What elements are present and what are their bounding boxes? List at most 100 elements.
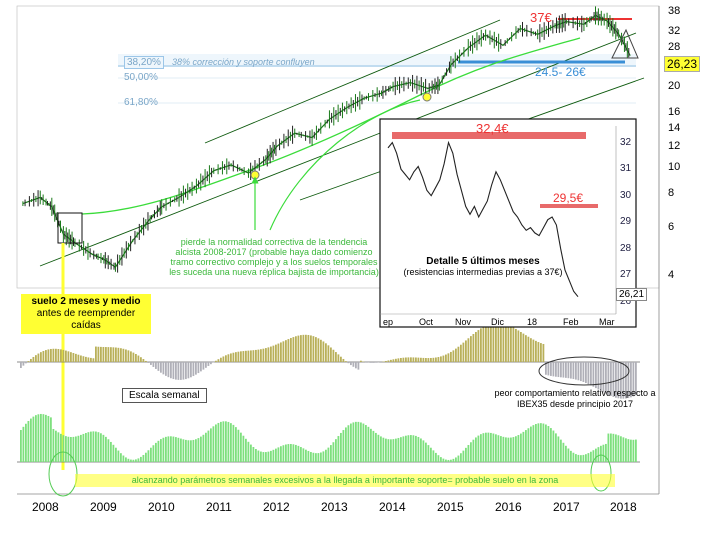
rs-bar xyxy=(332,442,335,462)
momentum-bar xyxy=(222,356,225,362)
rs-bar xyxy=(372,430,375,462)
inset-x-tick: Mar xyxy=(599,317,615,327)
rs-bar xyxy=(390,439,392,462)
momentum-bar xyxy=(107,347,110,362)
rs-bar xyxy=(137,458,140,462)
rs-bar xyxy=(360,422,362,462)
rs-bar xyxy=(437,455,440,462)
rs-bar xyxy=(187,440,190,462)
rs-bars xyxy=(20,413,637,462)
rs-bar xyxy=(397,437,400,462)
rs-bar xyxy=(55,430,57,462)
rs-bar xyxy=(165,436,167,462)
rs-bar xyxy=(472,439,475,462)
rs-bar xyxy=(350,423,352,462)
relative-ellipse xyxy=(538,356,630,386)
momentum-bar xyxy=(77,354,80,362)
momentum-bar xyxy=(102,346,105,362)
rs-bar xyxy=(607,433,610,462)
momentum-bar xyxy=(525,335,527,362)
floor-note: suelo 2 meses y medio antes de reemprend… xyxy=(21,294,151,334)
rs-bar xyxy=(167,436,170,462)
rs-bar xyxy=(605,443,607,462)
momentum-bar xyxy=(527,336,530,362)
rs-bar xyxy=(67,436,70,462)
rs-bar xyxy=(257,450,260,462)
momentum-bar xyxy=(242,351,245,362)
momentum-bar xyxy=(395,358,397,362)
momentum-bar xyxy=(57,348,60,362)
momentum-bar xyxy=(20,362,22,368)
rs-bar xyxy=(440,457,442,462)
floor-note-title: suelo 2 meses y medio xyxy=(31,296,141,307)
rs-bar xyxy=(462,450,465,462)
momentum-bar xyxy=(405,357,407,362)
momentum-bar xyxy=(345,361,347,362)
rs-bar xyxy=(75,436,77,462)
momentum-bar xyxy=(47,349,50,362)
rs-bar xyxy=(535,424,537,462)
momentum-bar xyxy=(565,362,567,378)
rs-bar xyxy=(452,458,455,462)
rs-bar xyxy=(95,431,97,462)
rs-bar xyxy=(140,456,142,462)
momentum-bar xyxy=(247,350,250,362)
inset-frame xyxy=(379,118,637,328)
rs-bar xyxy=(302,448,305,462)
momentum-bar xyxy=(257,349,260,362)
rs-bar xyxy=(195,439,197,462)
rs-bar xyxy=(557,436,560,462)
rs-bar xyxy=(292,444,295,462)
rs-bar xyxy=(612,433,615,462)
fib-61-label: 61,80% xyxy=(124,97,158,108)
momentum-bar xyxy=(80,355,82,362)
fib-38-zone xyxy=(118,54,636,65)
x-year-label: 2016 xyxy=(495,500,522,514)
momentum-bar xyxy=(357,362,360,370)
momentum-bar xyxy=(495,322,497,362)
rs-bar xyxy=(580,455,582,462)
momentum-bar xyxy=(317,338,320,362)
rs-bar xyxy=(27,420,30,462)
rs-bar xyxy=(410,435,412,462)
rs-bar xyxy=(402,436,405,462)
momentum-bar xyxy=(620,362,622,399)
rs-bar xyxy=(507,437,510,462)
momentum-bar xyxy=(600,362,602,391)
momentum-bar xyxy=(342,358,345,362)
momentum-bar xyxy=(415,357,417,362)
fib-38-note: 38% corrección y soporte confluyen xyxy=(172,57,315,67)
rs-bar xyxy=(160,439,162,462)
rs-bar xyxy=(467,445,470,462)
momentum-bar xyxy=(157,362,160,371)
rs-bar xyxy=(252,447,255,462)
momentum-bar xyxy=(120,348,122,362)
rs-bar xyxy=(632,439,635,462)
inset-y-tick: 28 xyxy=(620,243,632,254)
rs-bar xyxy=(347,425,350,462)
rs-bar xyxy=(625,438,627,462)
momentum-bar xyxy=(372,362,375,363)
momentum-bar xyxy=(550,362,552,376)
momentum-bar xyxy=(467,338,470,362)
y-tick-label: 8 xyxy=(668,187,675,199)
momentum-bar xyxy=(547,362,550,376)
momentum-bar xyxy=(615,362,617,398)
rs-bar xyxy=(152,445,155,462)
inset-x-tick: Nov xyxy=(455,317,472,327)
rs-bar xyxy=(35,415,37,462)
rs-bar xyxy=(255,449,257,462)
rs-bar xyxy=(430,447,432,462)
momentum-bar xyxy=(32,356,35,362)
momentum-bar xyxy=(347,362,350,364)
rs-bar xyxy=(52,428,55,462)
rs-bar xyxy=(590,451,592,462)
inset-y-tick: 30 xyxy=(620,190,632,201)
momentum-bar xyxy=(482,326,485,362)
momentum-bar xyxy=(90,357,92,362)
rs-bar xyxy=(155,442,157,462)
rs-bar xyxy=(427,445,430,462)
momentum-bar xyxy=(587,362,590,385)
rs-bar xyxy=(465,447,467,462)
x-year-label: 2014 xyxy=(379,500,406,514)
